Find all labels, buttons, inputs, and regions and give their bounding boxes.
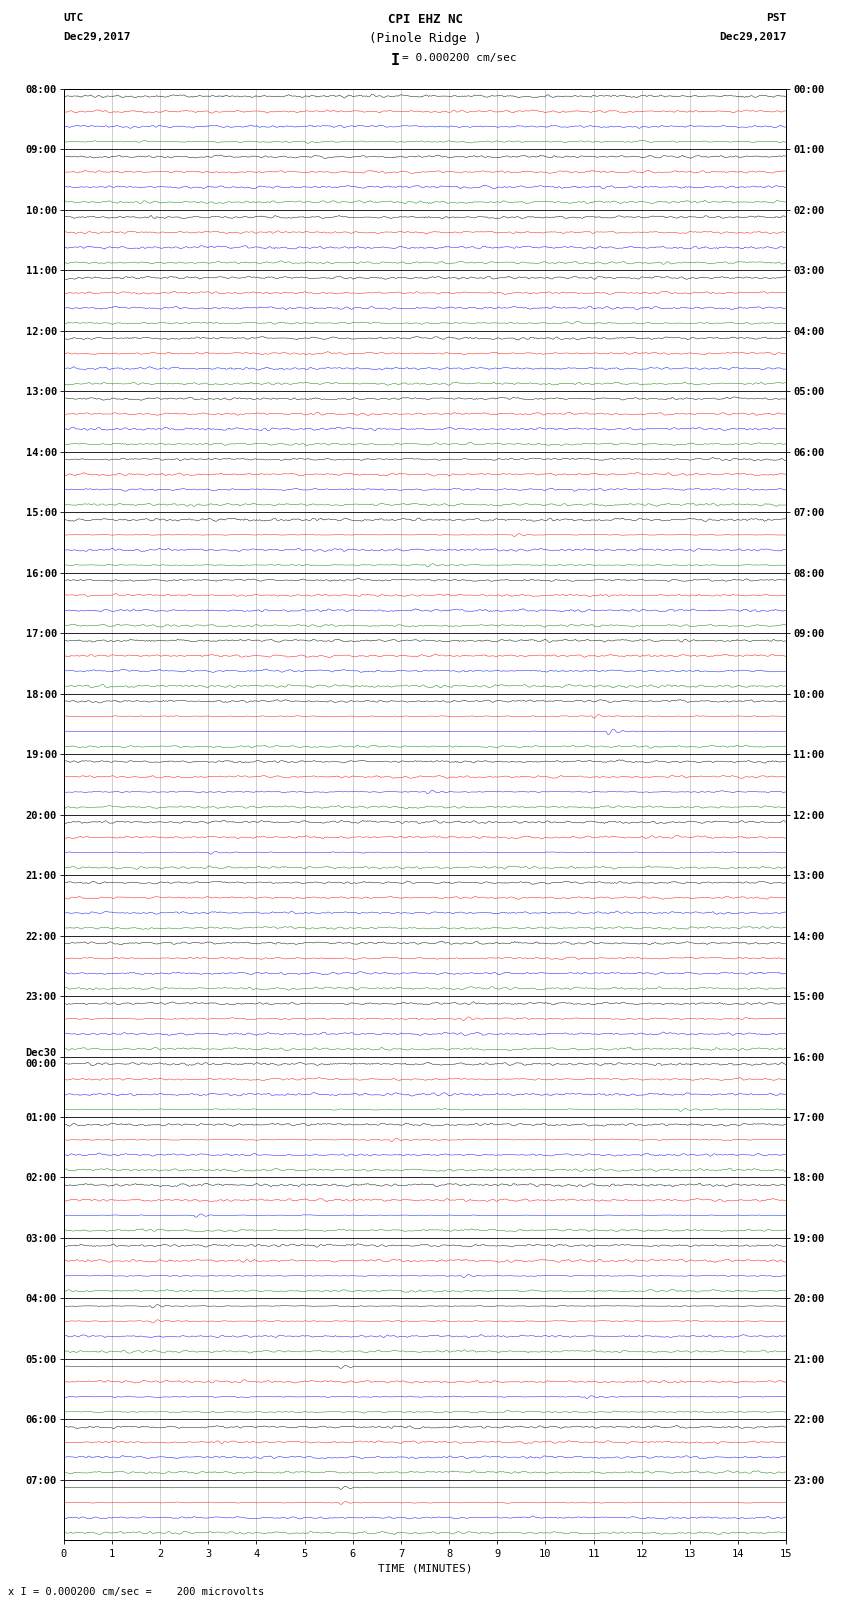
- X-axis label: TIME (MINUTES): TIME (MINUTES): [377, 1563, 473, 1574]
- Text: UTC: UTC: [64, 13, 84, 23]
- Text: PST: PST: [766, 13, 786, 23]
- Text: (Pinole Ridge ): (Pinole Ridge ): [369, 32, 481, 45]
- Text: Dec29,2017: Dec29,2017: [64, 32, 131, 42]
- Text: I: I: [390, 53, 400, 68]
- Text: Dec29,2017: Dec29,2017: [719, 32, 786, 42]
- Text: x I = 0.000200 cm/sec =    200 microvolts: x I = 0.000200 cm/sec = 200 microvolts: [8, 1587, 264, 1597]
- Text: CPI EHZ NC: CPI EHZ NC: [388, 13, 462, 26]
- Text: = 0.000200 cm/sec: = 0.000200 cm/sec: [402, 53, 517, 63]
